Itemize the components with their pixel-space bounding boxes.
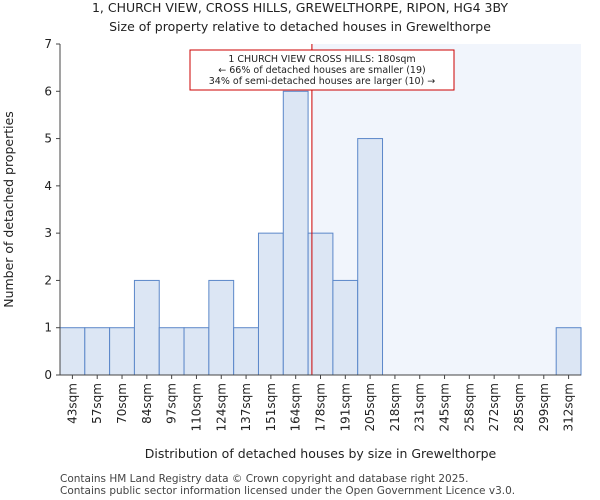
x-tick-label: 178sqm xyxy=(314,383,328,431)
chart-subtitle: Size of property relative to detached ho… xyxy=(109,19,491,34)
y-tick-label: 1 xyxy=(44,321,52,335)
x-tick-label: 97sqm xyxy=(165,383,179,424)
annotation-line-1: 1 CHURCH VIEW CROSS HILLS: 180sqm xyxy=(228,54,415,65)
x-tick-label: 151sqm xyxy=(264,383,278,431)
chart-title: 1, CHURCH VIEW, CROSS HILLS, GREWELTHORP… xyxy=(91,0,509,15)
y-axis-label: Number of detached properties xyxy=(1,111,16,308)
x-tick-label: 258sqm xyxy=(462,383,476,431)
x-tick-label: 84sqm xyxy=(140,383,154,424)
x-tick-label: 245sqm xyxy=(438,383,452,431)
bar-70sqm xyxy=(109,327,135,376)
bar-43sqm xyxy=(59,327,86,376)
x-tick-label: 191sqm xyxy=(338,383,352,431)
x-tick-label: 218sqm xyxy=(388,383,402,431)
bar-110sqm xyxy=(183,327,210,376)
y-tick-label: 4 xyxy=(44,179,52,193)
marker-annotation: 1 CHURCH VIEW CROSS HILLS: 180sqm ← 66% … xyxy=(189,49,455,91)
x-axis-label: Distribution of detached houses by size … xyxy=(145,446,497,461)
x-tick-label: 205sqm xyxy=(363,383,377,431)
x-tick-label: 70sqm xyxy=(115,383,129,424)
bar-164sqm xyxy=(282,90,309,376)
bar-312sqm xyxy=(555,327,582,376)
bar-84sqm xyxy=(133,279,160,376)
x-tick-label: 110sqm xyxy=(189,383,203,431)
x-tick-label: 312sqm xyxy=(562,383,576,431)
footer-line-2: Contains public sector information licen… xyxy=(60,485,516,497)
x-tick-label: 137sqm xyxy=(239,383,253,431)
bar-191sqm xyxy=(332,279,359,376)
x-tick-label: 231sqm xyxy=(413,383,427,431)
bar-57sqm xyxy=(84,327,111,376)
annotation-line-3: 34% of semi-detached houses are larger (… xyxy=(209,76,436,87)
x-tick-label: 285sqm xyxy=(512,383,526,431)
annotation-line-2: ← 66% of detached houses are smaller (19… xyxy=(218,65,425,76)
y-tick-label: 7 xyxy=(44,37,52,51)
y-tick-label: 6 xyxy=(44,84,52,98)
y-tick-label: 3 xyxy=(44,226,52,240)
bar-137sqm xyxy=(233,327,259,376)
y-tick-label: 0 xyxy=(44,368,52,382)
x-tick-label: 272sqm xyxy=(487,383,501,431)
x-tick-label: 124sqm xyxy=(214,383,228,431)
y-tick-label: 5 xyxy=(44,132,52,146)
bar-205sqm xyxy=(357,138,384,376)
y-tick-label: 2 xyxy=(44,273,52,287)
x-tick-label: 299sqm xyxy=(537,383,551,431)
footer-line-1: Contains HM Land Registry data © Crown c… xyxy=(60,473,469,485)
x-tick-label: 164sqm xyxy=(289,383,303,431)
bar-97sqm xyxy=(158,327,185,376)
x-tick-label: 43sqm xyxy=(65,383,79,424)
bar-124sqm xyxy=(208,279,235,376)
bar-151sqm xyxy=(257,232,284,376)
x-tick-label: 57sqm xyxy=(90,383,104,424)
